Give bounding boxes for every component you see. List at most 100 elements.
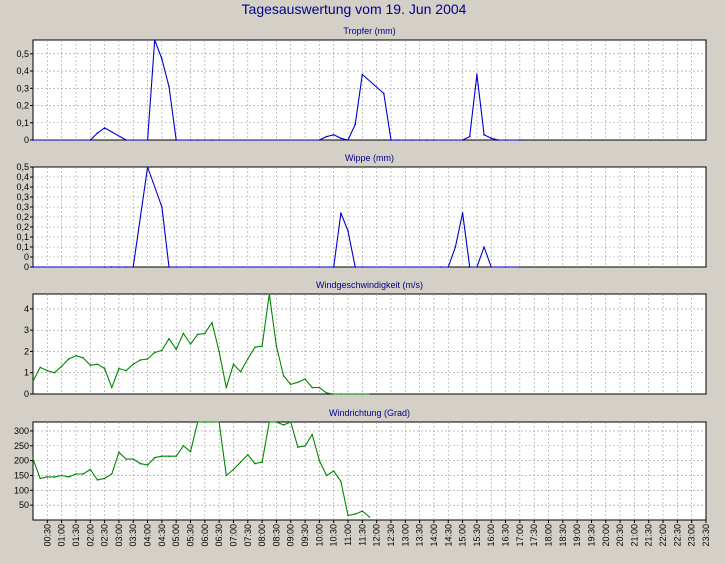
data-point	[32, 266, 34, 268]
page-title: Tagesauswertung vom 19. Jun 2004	[242, 1, 467, 17]
y-tick-label: 100	[14, 485, 29, 495]
data-point	[490, 137, 493, 140]
data-point	[125, 458, 127, 460]
data-point	[418, 139, 421, 141]
y-tick-label: 0,4	[16, 182, 29, 192]
data-point	[289, 383, 292, 386]
data-point	[318, 266, 321, 268]
x-tick-label: 09:00	[286, 524, 296, 547]
data-point	[304, 444, 306, 447]
data-point	[261, 461, 263, 463]
data-point	[390, 139, 392, 141]
x-tick-label: 01:30	[71, 524, 81, 547]
y-tick-label: 0,2	[16, 222, 29, 232]
data-point	[110, 473, 113, 475]
data-point	[361, 510, 364, 512]
data-point	[53, 476, 56, 478]
data-point	[89, 139, 92, 141]
data-point	[461, 212, 464, 214]
y-tick-label: 200	[14, 456, 29, 466]
data-point	[153, 456, 156, 459]
chart-panel-windgeschwindigkeit: Windgeschwindigkeit (m/s) 0 1 2 3 4	[24, 280, 707, 399]
data-point	[96, 363, 99, 366]
panel-title: Wippe (mm)	[345, 153, 394, 163]
panel-title: Tropfer (mm)	[343, 26, 395, 36]
y-tick-label: 0	[24, 262, 29, 272]
data-point	[368, 393, 371, 395]
data-point	[354, 266, 356, 268]
data-point	[354, 123, 356, 126]
x-tick-label: 06:30	[214, 524, 224, 547]
data-point	[332, 134, 335, 136]
x-tick-label: 14:00	[429, 524, 439, 547]
y-tick-label: 50	[19, 500, 29, 510]
data-point	[297, 381, 299, 384]
data-point	[318, 459, 321, 462]
x-tick-label: 19:30	[586, 524, 596, 547]
y-tick-label: 0,5	[16, 162, 29, 172]
data-point	[189, 139, 192, 141]
x-tick-label: 09:30	[300, 524, 310, 547]
x-tick-label: 11:30	[357, 524, 367, 546]
data-point	[103, 127, 106, 129]
data-point	[440, 266, 442, 268]
data-point	[275, 345, 278, 347]
data-point	[139, 359, 142, 361]
data-point	[153, 351, 156, 354]
data-point	[89, 468, 92, 471]
x-tick-label: 22:30	[672, 524, 682, 547]
data-point	[161, 349, 163, 352]
data-point	[175, 266, 177, 268]
data-point	[175, 139, 177, 141]
x-tick-label: 08:00	[257, 524, 267, 547]
data-point	[340, 137, 342, 140]
x-tick-label: 13:00	[400, 524, 410, 547]
data-point	[318, 386, 321, 389]
x-tick-label: 23:00	[687, 524, 697, 547]
data-point	[125, 266, 127, 268]
data-point	[96, 132, 99, 134]
x-tick-label: 07:00	[228, 524, 238, 547]
chart-panel-windrichtung: Windrichtung (Grad) 50 100 150 200 250 300	[14, 408, 707, 521]
y-tick-label: 0,1	[16, 232, 29, 242]
data-point	[168, 266, 170, 268]
data-point	[297, 446, 299, 449]
data-point	[425, 139, 428, 141]
data-point	[332, 393, 335, 395]
x-tick-label: 06:00	[200, 524, 210, 547]
y-tick-label: 0,2	[16, 212, 29, 222]
data-point	[82, 473, 84, 475]
x-tick-label: 11:00	[343, 524, 353, 546]
x-tick-label: 22:00	[658, 524, 668, 547]
x-tick-label: 04:30	[157, 524, 167, 547]
data-point	[225, 474, 228, 477]
y-tick-label: 2	[24, 346, 29, 356]
data-point	[354, 513, 356, 515]
data-point	[153, 39, 156, 41]
y-tick-label: 3	[24, 325, 29, 335]
x-tick-label: 03:00	[114, 524, 124, 547]
data-point	[476, 73, 478, 76]
data-point	[311, 386, 314, 389]
x-tick-label: 16:00	[486, 524, 496, 547]
data-point	[361, 73, 364, 76]
plot-area	[32, 39, 707, 141]
data-point	[175, 348, 177, 351]
x-tick-label: 21:30	[644, 524, 654, 547]
data-point	[60, 365, 63, 368]
x-tick-label: 07:30	[243, 524, 253, 547]
data-point	[46, 369, 49, 372]
x-tick-label: 14:30	[443, 524, 453, 547]
data-point	[82, 357, 84, 359]
data-point	[468, 135, 471, 138]
data-point	[325, 135, 328, 138]
x-tick-label: 20:30	[615, 524, 625, 547]
x-tick-label: 02:30	[100, 524, 110, 547]
data-point	[340, 480, 342, 483]
data-point	[204, 421, 206, 423]
data-point	[46, 476, 49, 478]
data-point	[103, 266, 106, 268]
y-tick-label: 0,4	[16, 172, 29, 182]
x-tick-label: 20:00	[601, 524, 611, 547]
data-point	[139, 462, 142, 465]
